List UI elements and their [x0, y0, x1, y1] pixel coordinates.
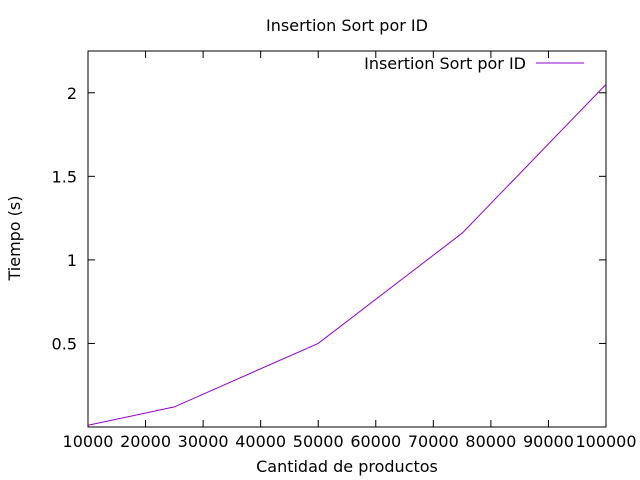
x-tick-label: 100000 — [575, 432, 636, 451]
x-tick-label: 10000 — [63, 432, 114, 451]
legend-label: Insertion Sort por ID — [364, 54, 526, 73]
y-tick-label: 1 — [67, 251, 77, 270]
x-tick-label: 60000 — [350, 432, 401, 451]
y-tick-label: 2 — [67, 84, 77, 103]
legend: Insertion Sort por ID — [364, 54, 584, 73]
x-tick-label: 90000 — [523, 432, 574, 451]
x-tick-label: 50000 — [293, 432, 344, 451]
x-tick-label: 40000 — [235, 432, 286, 451]
y-axis-label: Tiempo (s) — [5, 195, 24, 281]
x-tick-label: 80000 — [465, 432, 516, 451]
y-tick-label: 0.5 — [52, 334, 77, 353]
plot-frame — [87, 50, 607, 428]
series-layer — [87, 84, 607, 426]
x-tick-label: 20000 — [120, 432, 171, 451]
y-axis: 0.5 1 1.5 2 — [52, 84, 606, 353]
series-line — [87, 84, 607, 426]
x-tick-label: 30000 — [178, 432, 229, 451]
x-axis-label: Cantidad de productos — [256, 457, 438, 476]
chart-title: Insertion Sort por ID — [266, 16, 428, 35]
y-tick-label: 1.5 — [52, 167, 77, 186]
x-axis: 10000 20000 30000 40000 50000 60000 70000 80000… — [63, 51, 637, 451]
x-tick-label: 70000 — [408, 432, 459, 451]
